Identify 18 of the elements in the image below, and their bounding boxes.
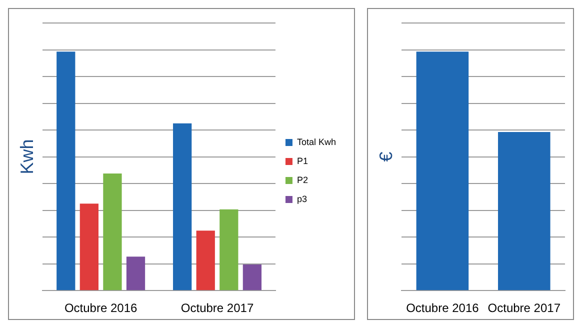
bar [173,123,192,290]
x-tick-label: Octubre 2016 [406,301,480,316]
bar [103,174,122,290]
bar [220,209,238,290]
x-tick-label: Octubre 2016 [64,301,138,316]
bar [126,256,146,290]
legend-label: Total Kwh [296,136,336,147]
legend-label: P1 [296,156,308,166]
bar [56,52,76,290]
y-axis-title: € [376,152,396,162]
y-axis-title: Kwh [16,139,37,174]
bar [80,204,98,290]
legend-label: p3 [296,194,307,204]
bar [242,264,262,290]
x-tick-label: Octubre 2017 [180,301,254,316]
x-tick-label: Octubre 2017 [488,301,561,316]
legend-label: P2 [296,174,308,185]
bar [196,230,215,290]
